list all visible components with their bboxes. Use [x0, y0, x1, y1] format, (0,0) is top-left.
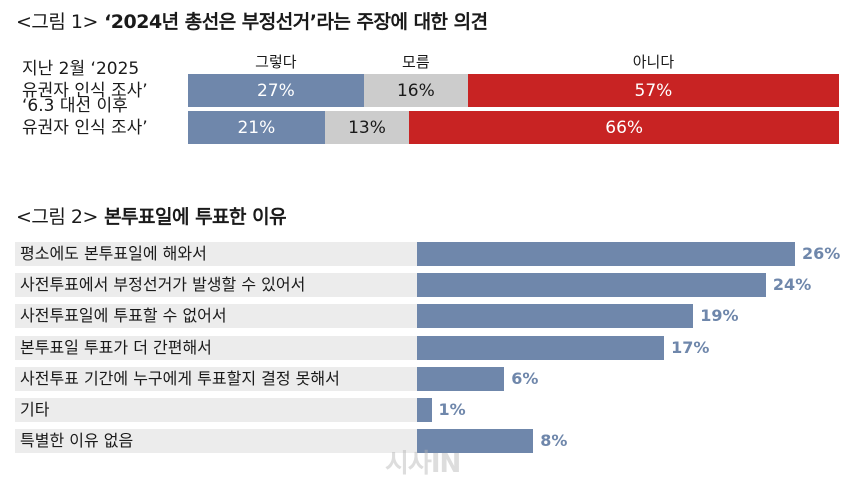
legend-label-1: 모름 [402, 53, 430, 71]
legend-label-2: 아니다 [632, 53, 675, 71]
reason-label-background [15, 429, 417, 454]
reason-bar [417, 335, 665, 360]
figure-2-prefix: <그림 2> [16, 206, 98, 228]
figure-1-prefix: <그림 1> [16, 11, 98, 33]
legend-label-0: 그렇다 [255, 53, 297, 71]
stacked-bar: 21% 13% 66% [188, 111, 839, 144]
reason-label-background [15, 242, 417, 266]
stacked-bar-segment: 16% [363, 74, 468, 107]
reason-label-background [15, 304, 417, 329]
figure-1-title: <그림 1> ‘2024년 총선은 부정선거’라는 주장에 대한 의견 [16, 7, 488, 34]
reason-label: 사전투표일에 투표할 수 없어서 [20, 306, 227, 326]
reason-label: 특별한 이유 없음 [20, 431, 134, 451]
reason-label: 평소에도 본투표일에 해와서 [20, 244, 207, 263]
reason-label: 기타 [20, 400, 50, 419]
stacked-bar-segment: 66% [409, 111, 839, 144]
stacked-bar-segment: 57% [467, 74, 839, 107]
reason-bar [417, 242, 795, 266]
segment-value-label: 27% [256, 80, 295, 101]
reason-bar [417, 273, 766, 298]
reason-bar [417, 366, 505, 391]
reason-row: 특별한 이유 없음 8% [15, 429, 830, 454]
reason-value-label: 17% [671, 337, 710, 357]
reason-row: 사전투표일에 투표할 수 없어서 19% [15, 304, 830, 329]
stacked-bar-segment: 13% [324, 111, 410, 144]
stacked-row-label: 지난 2월 ‘2025 [22, 59, 140, 79]
reason-label-background [15, 398, 417, 422]
reason-label: 사전투표에서 부정선거가 발생할 수 있어서 [20, 275, 306, 295]
reason-label-background [15, 335, 417, 360]
reason-row: 평소에도 본투표일에 해와서 26% [15, 242, 840, 266]
stacked-row-label: 유권자 인식 조사’ [22, 118, 148, 138]
stacked-bar: 27% 16% 57% [188, 74, 839, 107]
reason-value-label: 26% [802, 244, 841, 263]
stacked-row-label: 유권자 인식 조사’ [22, 81, 148, 101]
segment-value-label: 16% [396, 80, 435, 101]
reason-label-background [15, 273, 417, 298]
reason-row: 본투표일 투표가 더 간편해서 17% [15, 335, 830, 360]
reason-row: 사전투표 기간에 누구에게 투표할지 결정 못해서 6% [15, 366, 830, 391]
reason-label: 사전투표 기간에 누구에게 투표할지 결정 못해서 [20, 368, 340, 388]
segment-value-label: 13% [348, 117, 386, 138]
watermark-logo: 시사IN [385, 449, 461, 479]
reason-row: 기타 1% [15, 398, 830, 422]
reason-bar [417, 304, 694, 329]
reason-bar [417, 398, 432, 422]
figure-1-heading: ‘2024년 총선은 부정선거’라는 주장에 대한 의견 [104, 11, 488, 33]
reason-value-label: 19% [700, 306, 739, 326]
reason-row: 사전투표에서 부정선거가 발생할 수 있어서 24% [15, 273, 830, 298]
figure-2-title: <그림 2> 본투표일에 투표한 이유 [16, 202, 287, 229]
reason-label: 본투표일 투표가 더 간편해서 [20, 337, 212, 357]
stacked-bar-segment: 21% [188, 111, 325, 144]
segment-value-label: 57% [634, 80, 673, 101]
segment-value-label: 21% [237, 117, 276, 138]
reason-value-label: 8% [540, 431, 568, 451]
stacked-bar-segment: 27% [188, 74, 364, 107]
reason-value-label: 6% [511, 368, 539, 388]
segment-value-label: 66% [605, 117, 644, 138]
reason-bar [417, 429, 534, 454]
stacked-row-label: ‘6.3 대선 이후 [22, 96, 128, 116]
reason-label-background [15, 366, 417, 391]
reason-value-label: 1% [438, 400, 466, 419]
figure-2-heading: 본투표일에 투표한 이유 [104, 206, 287, 228]
reason-value-label: 24% [772, 275, 812, 295]
